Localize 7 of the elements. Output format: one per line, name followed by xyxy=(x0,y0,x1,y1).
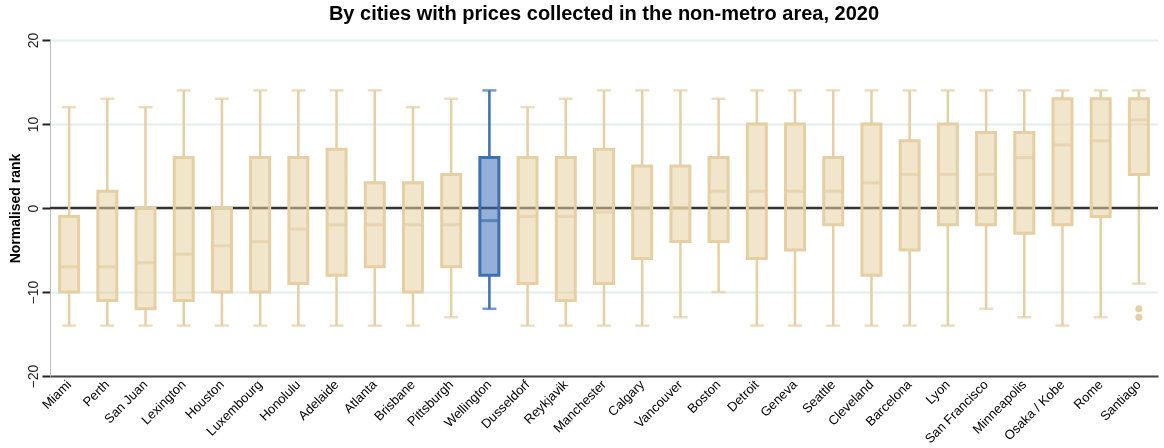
chart-title: By cities with prices collected in the non-metro area, 2020 xyxy=(328,2,880,25)
y-tick-label: 0 xyxy=(24,204,41,213)
y-tick-label: −10 xyxy=(24,280,41,305)
y-tick-label: 10 xyxy=(24,116,41,133)
y-axis-title: Normalised rank xyxy=(6,153,23,264)
y-tick-label: −20 xyxy=(24,364,41,389)
y-tick-label: 20 xyxy=(24,32,41,49)
